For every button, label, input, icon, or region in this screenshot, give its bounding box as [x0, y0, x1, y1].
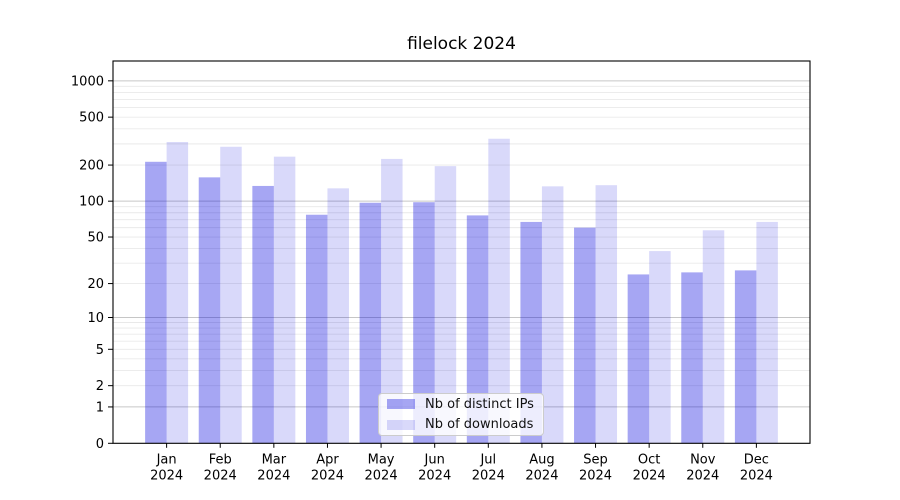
bar-downloads-jan — [166, 141, 189, 444]
y-tick-label: 50 — [87, 231, 104, 246]
y-tick-label: 2 — [96, 379, 104, 394]
x-tick-label-month: Oct — [638, 452, 660, 467]
x-tick-label-month: Sep — [583, 452, 608, 467]
x-tick-label-month: Mar — [262, 452, 287, 467]
bar-downloads-jul — [488, 138, 510, 444]
x-tick-label-year: 2024 — [633, 468, 666, 483]
bar-distinct-ips-dec — [734, 270, 757, 444]
bar-distinct-ips-may — [359, 202, 382, 444]
plot-frame — [112, 60, 811, 444]
x-tick-label-month: May — [368, 452, 395, 467]
bar-distinct-ips-jan — [145, 161, 167, 444]
bar-distinct-ips-sep — [574, 227, 596, 444]
y-tick-label: 5 — [96, 343, 104, 358]
bar-distinct-ips-feb — [198, 177, 221, 444]
bar-downloads-oct — [649, 251, 671, 444]
legend: Nb of distinct IPs Nb of downloads — [378, 393, 544, 436]
x-tick-label-month: Dec — [744, 452, 769, 467]
bar-downloads-dec — [756, 221, 778, 444]
y-tick-label: 1000 — [71, 74, 104, 89]
x-tick-label-month: Aug — [529, 452, 554, 467]
bar-distinct-ips-apr — [305, 214, 328, 444]
y-tick-label: 0 — [96, 437, 104, 452]
x-tick-label-month: Jun — [424, 452, 445, 467]
bar-downloads-sep — [595, 185, 618, 444]
x-tick-label-month: Apr — [316, 452, 339, 467]
x-tick-label-year: 2024 — [311, 468, 344, 483]
y-tick-label: 200 — [79, 159, 104, 174]
x-tick-label-year: 2024 — [257, 468, 290, 483]
bar-distinct-ips-jun — [413, 202, 435, 444]
chart-title: filelock 2024 — [407, 34, 516, 54]
x-tick-label-year: 2024 — [204, 468, 237, 483]
bar-downloads-aug — [541, 186, 564, 444]
y-tick-label: 10 — [87, 311, 104, 326]
legend-item-distinct-ips: Nb of distinct IPs — [379, 394, 543, 414]
x-tick-label-month: Nov — [690, 452, 716, 467]
legend-swatch-distinct-ips — [387, 399, 415, 410]
x-tick-label-year: 2024 — [686, 468, 719, 483]
x-tick-label-year: 2024 — [472, 468, 505, 483]
y-tick-label: 100 — [79, 195, 104, 210]
bar-distinct-ips-jul — [466, 215, 489, 444]
bar-distinct-ips-mar — [252, 185, 274, 444]
x-tick-label-year: 2024 — [525, 468, 558, 483]
x-tick-label-year: 2024 — [740, 468, 773, 483]
x-tick-label-month: Jul — [479, 452, 496, 467]
bar-distinct-ips-nov — [681, 272, 703, 444]
bar-downloads-nov — [702, 230, 725, 444]
x-tick-label-month: Feb — [209, 452, 232, 467]
legend-item-downloads: Nb of downloads — [379, 415, 543, 435]
bar-distinct-ips-aug — [520, 221, 542, 444]
y-tick-label: 20 — [87, 277, 104, 292]
y-tick-label: 500 — [79, 111, 104, 126]
x-tick-label-year: 2024 — [579, 468, 612, 483]
bar-downloads-apr — [327, 188, 349, 444]
bar-downloads-feb — [220, 146, 242, 444]
bar-downloads-mar — [273, 156, 296, 444]
legend-label-downloads: Nb of downloads — [425, 417, 534, 433]
bar-downloads-jun — [434, 166, 457, 444]
x-tick-label-month: Jan — [156, 452, 177, 467]
x-tick-label-year: 2024 — [150, 468, 183, 483]
x-tick-label-year: 2024 — [418, 468, 451, 483]
legend-swatch-downloads — [387, 419, 415, 430]
legend-label-distinct-ips: Nb of distinct IPs — [425, 396, 534, 412]
y-tick-label: 1 — [96, 400, 104, 415]
x-tick-label-year: 2024 — [365, 468, 398, 483]
bar-downloads-may — [381, 158, 403, 444]
bar-distinct-ips-oct — [627, 274, 650, 444]
